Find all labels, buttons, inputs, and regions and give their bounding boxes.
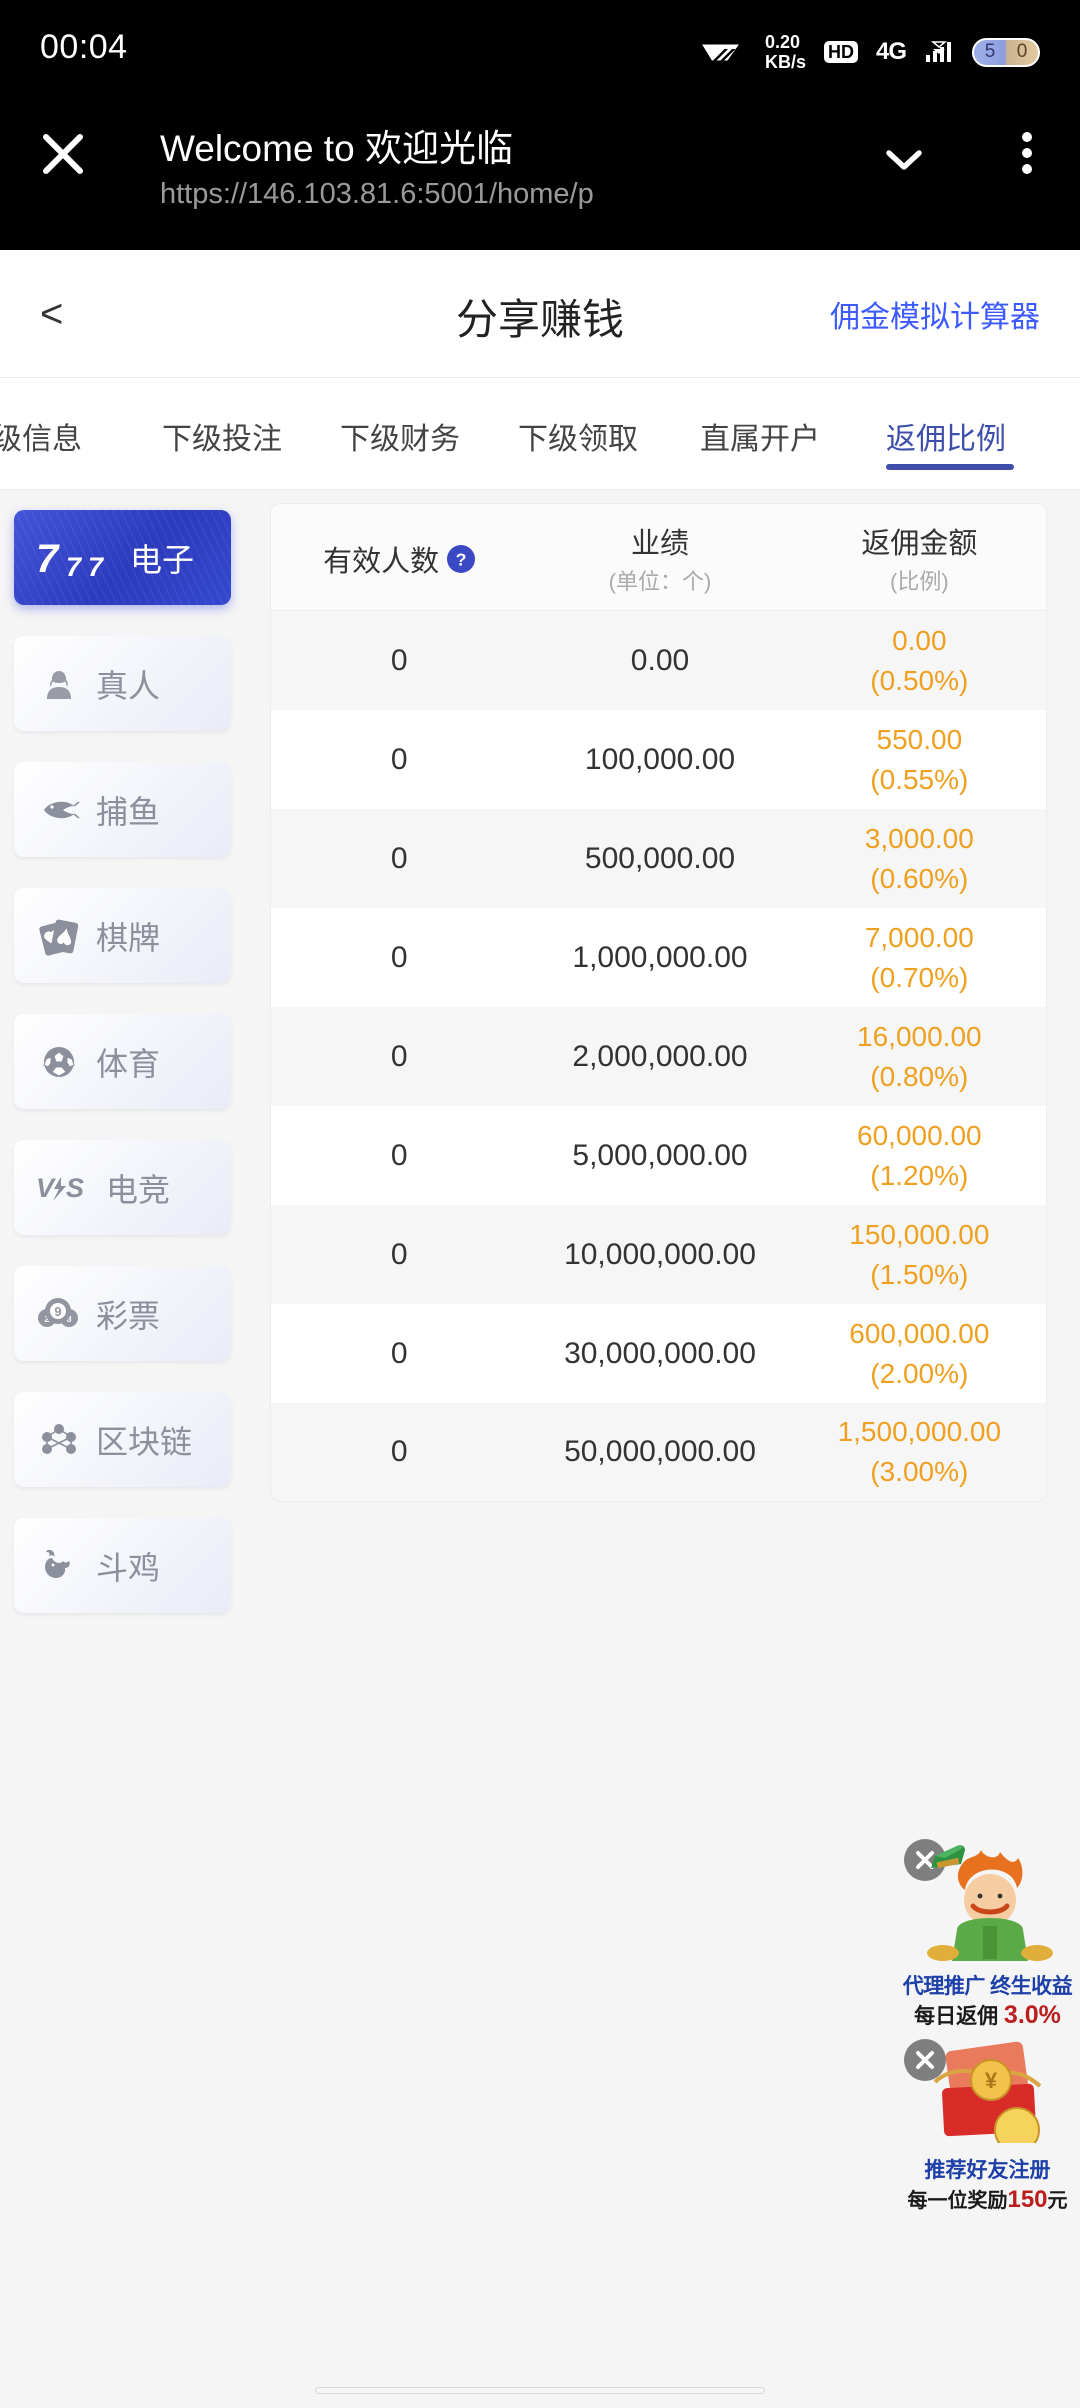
svg-text:7: 7 — [66, 552, 83, 582]
svg-text:V: V — [36, 1173, 56, 1203]
svg-text:S: S — [66, 1173, 84, 1203]
svg-text:7: 7 — [36, 537, 60, 581]
svg-text:9: 9 — [54, 1304, 61, 1319]
svg-text:7: 7 — [88, 552, 105, 582]
svg-text:¥: ¥ — [985, 2068, 998, 2093]
svg-text:?: ? — [456, 550, 467, 570]
